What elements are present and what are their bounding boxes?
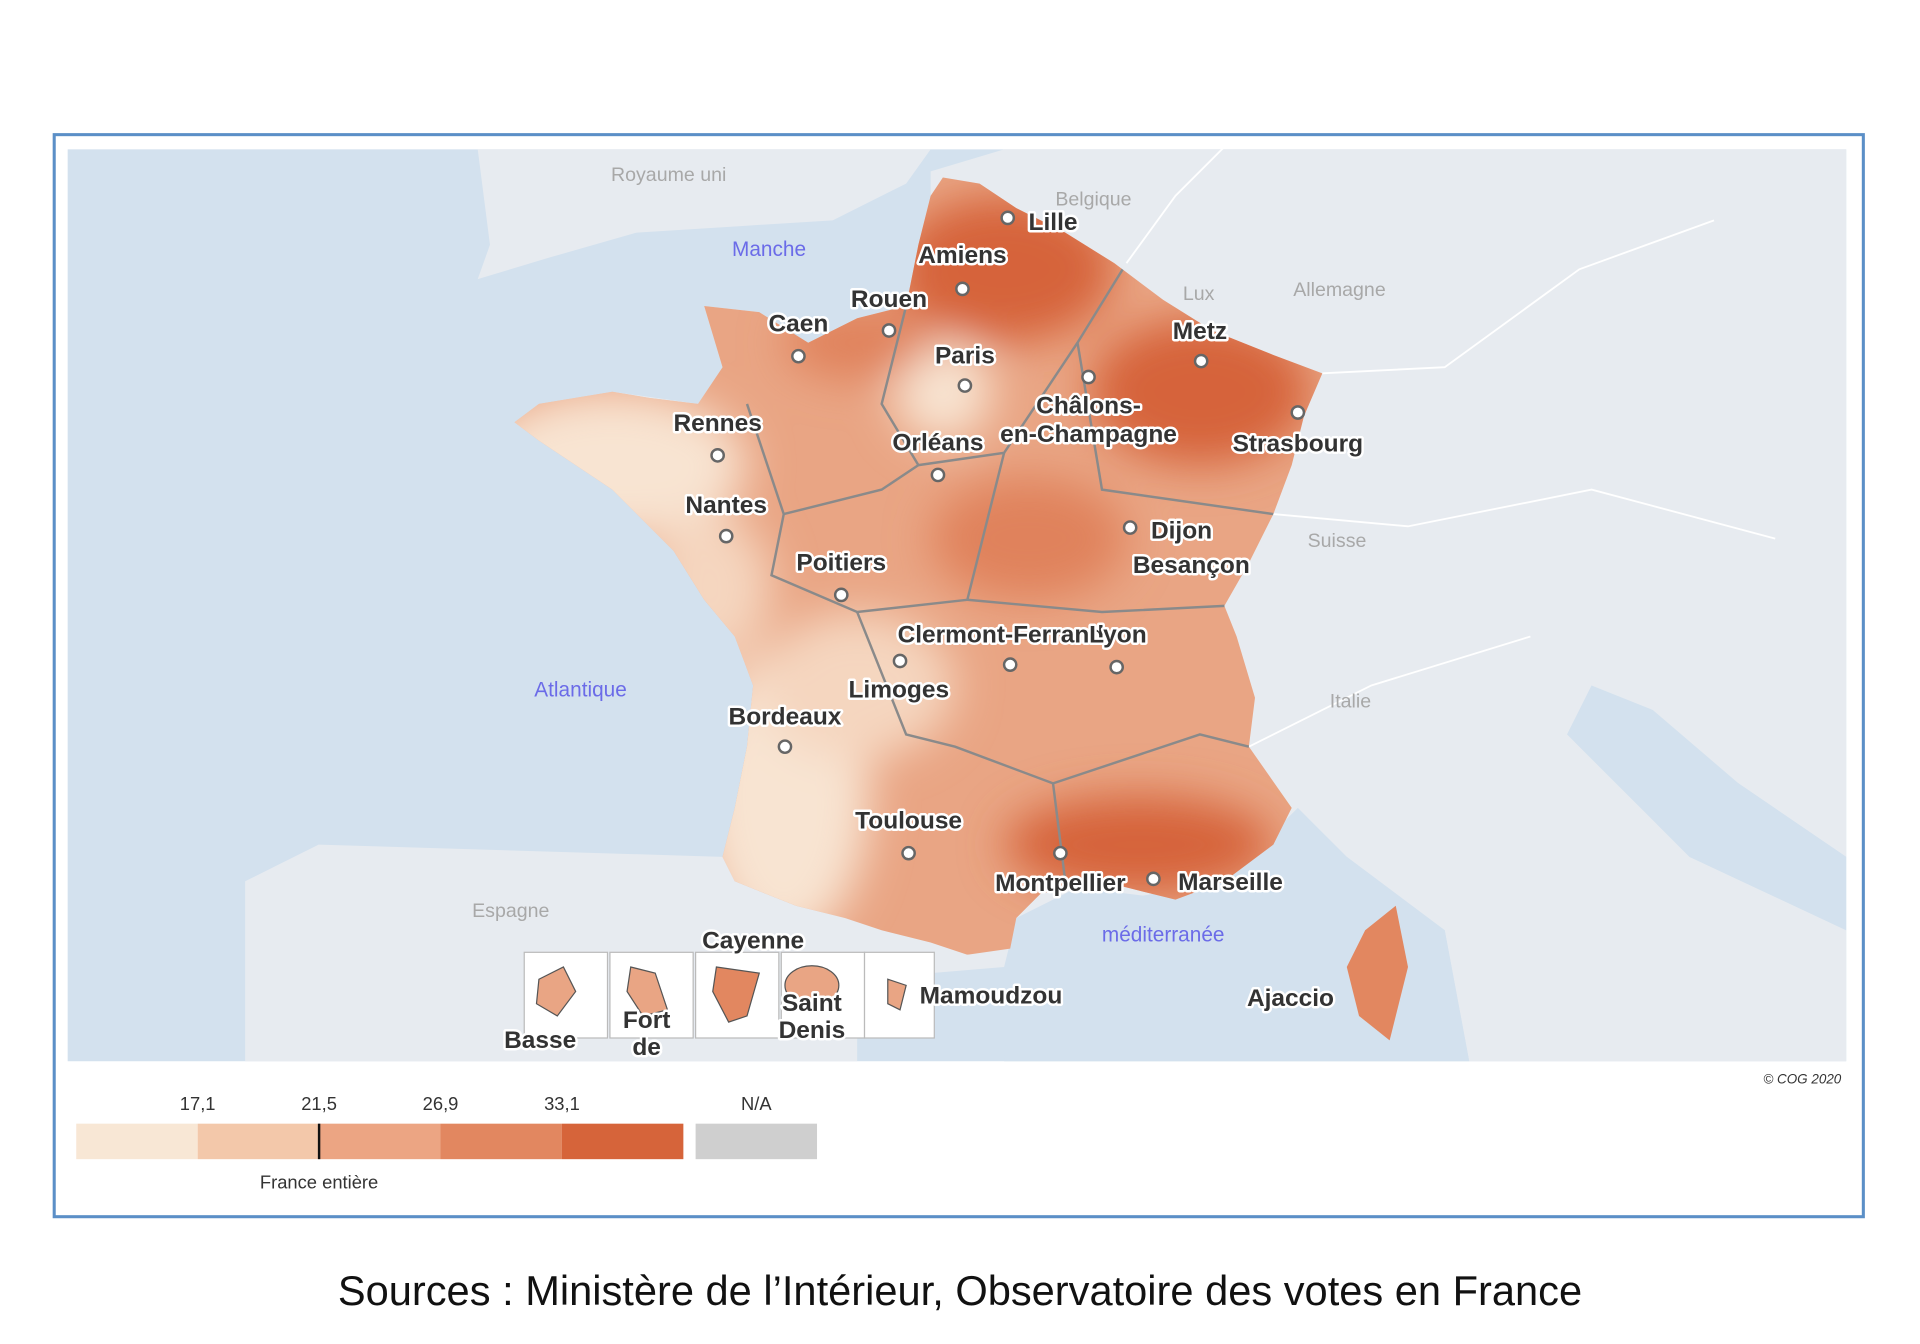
national-label: France entière — [260, 1172, 378, 1193]
city-label: Amiens — [918, 242, 1006, 269]
city-label: en-Champagne — [1000, 421, 1177, 448]
city-dot — [1053, 845, 1068, 861]
city-label: Limoges — [848, 677, 949, 704]
na-label: N/A — [741, 1093, 772, 1114]
sea-label: méditerranée — [1102, 923, 1225, 946]
border — [1322, 219, 1715, 375]
city-dot — [1081, 369, 1096, 385]
city-label: Saint — [782, 990, 842, 1017]
city-dot — [1109, 659, 1125, 675]
mediterranean — [1004, 844, 1470, 1062]
city-label: Mamoudzou — [920, 983, 1063, 1010]
sea-label: Atlantique — [534, 678, 627, 701]
city-label: Fort — [623, 1007, 671, 1034]
map-labels: Royaume uni Belgique Lux Allemagne Suiss… — [472, 164, 1842, 1086]
country-label: Lux — [1183, 283, 1215, 305]
city-label: Cayenne — [702, 928, 804, 955]
legend-tick-label: 17,1 — [180, 1093, 216, 1114]
city-label: Toulouse — [855, 808, 962, 835]
city-dot — [955, 281, 970, 297]
city-dot — [1000, 210, 1016, 226]
country-label: Suisse — [1308, 530, 1367, 552]
city-label: Rouen — [851, 286, 927, 313]
city-dot — [930, 467, 946, 483]
copyright: © COG 2020 — [1763, 1071, 1841, 1086]
city-label: Lyon — [1089, 622, 1147, 649]
city-dot — [718, 528, 734, 544]
city-label: de — [632, 1034, 661, 1061]
city-dot — [957, 378, 973, 393]
city-dot — [1146, 871, 1161, 887]
legend-swatch — [319, 1123, 441, 1160]
uk — [477, 149, 931, 280]
city-label: Nantes — [685, 492, 767, 519]
city-dot — [1002, 657, 1018, 672]
legend-tick-label: 33,1 — [544, 1093, 580, 1114]
border — [1248, 635, 1531, 748]
city-label: Clermont-Ferrand — [898, 622, 1105, 649]
city-label: Châlons- — [1036, 393, 1141, 420]
border — [1125, 146, 1226, 264]
adriatic — [1567, 685, 1847, 931]
na-swatch — [695, 1123, 818, 1160]
city-label: Basse — [504, 1027, 576, 1054]
city-label: Bordeaux — [729, 704, 842, 731]
city-dot — [777, 739, 793, 755]
city-dot — [1193, 353, 1209, 369]
city-dot — [1290, 405, 1306, 420]
city-dot — [833, 587, 849, 603]
city-label: Rennes — [673, 410, 761, 437]
borders — [1125, 146, 1776, 748]
city-label: Ajaccio — [1247, 985, 1334, 1012]
city-label: Montpellier — [995, 870, 1126, 897]
legend-swatch — [76, 1123, 198, 1160]
city-label: Besançon — [1133, 552, 1250, 579]
city-label: Orléans — [892, 429, 983, 456]
sea-label: Manche — [732, 238, 806, 261]
legend-tick-label: 21,5 — [301, 1093, 337, 1114]
country-label: Belgique — [1055, 189, 1131, 211]
legend: 17,1 21,5 26,9 33,1 France entière N/A — [76, 1093, 818, 1193]
border — [1273, 488, 1776, 540]
inset-shapes — [535, 965, 907, 1023]
source: Sources : Ministère de l’Intérieur, Obse… — [338, 1267, 1582, 1314]
corsica — [1346, 905, 1408, 1041]
city-dot — [881, 323, 897, 338]
city-label: Paris — [935, 343, 995, 370]
city-label: Strasbourg — [1233, 431, 1364, 458]
country-label: Italie — [1330, 690, 1371, 712]
city-dot — [791, 348, 806, 364]
city-label: Marseille — [1178, 869, 1283, 896]
city-dots — [710, 210, 1306, 887]
legend-swatch — [440, 1123, 562, 1160]
city-label: Dijon — [1151, 518, 1212, 545]
city-label: Denis — [779, 1017, 846, 1044]
city-dot — [1122, 520, 1138, 535]
city-dot — [710, 448, 725, 463]
country-label: Royaume uni — [611, 164, 726, 186]
city-dot — [892, 653, 908, 669]
city-label: Poitiers — [796, 549, 886, 576]
city-dot — [901, 845, 916, 861]
country-label: Allemagne — [1293, 279, 1386, 301]
legend-tick-label: 26,9 — [423, 1093, 459, 1114]
regions — [745, 262, 1274, 882]
legend-swatch — [197, 1123, 320, 1160]
country-label: Espagne — [472, 900, 549, 922]
city-label: Caen — [769, 311, 829, 338]
city-label: Metz — [1173, 318, 1227, 345]
city-label: Lille — [1029, 209, 1078, 236]
legend-swatch — [561, 1123, 684, 1160]
